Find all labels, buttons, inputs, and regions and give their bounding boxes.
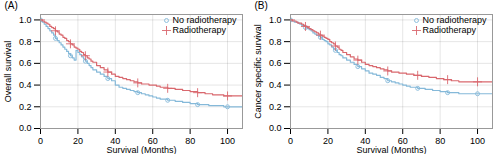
svg-text:0.6: 0.6	[19, 58, 32, 68]
svg-text:1.0: 1.0	[269, 15, 282, 25]
svg-text:0.8: 0.8	[269, 37, 282, 47]
svg-text:Radiotherapy: Radiotherapy	[423, 25, 477, 35]
svg-text:Cancer specific survival: Cancer specific survival	[253, 24, 263, 119]
svg-text:40: 40	[360, 135, 371, 146]
svg-text:1.0: 1.0	[19, 15, 32, 25]
svg-text:Survival (Months): Survival (Months)	[356, 145, 426, 154]
svg-text:100: 100	[470, 136, 485, 146]
svg-text:Overall survival: Overall survival	[3, 41, 13, 103]
svg-text:No radiotherapy: No radiotherapy	[173, 15, 238, 25]
svg-text:0.0: 0.0	[269, 123, 282, 133]
svg-text:0.6: 0.6	[269, 58, 282, 68]
svg-text:(A): (A)	[5, 0, 18, 11]
svg-text:20: 20	[323, 136, 333, 146]
svg-text:0.4: 0.4	[269, 80, 282, 90]
svg-text:60: 60	[397, 135, 408, 146]
svg-text:0.2: 0.2	[19, 102, 32, 112]
svg-text:0.4: 0.4	[19, 80, 32, 90]
svg-text:0: 0	[288, 136, 293, 146]
svg-text:0.2: 0.2	[269, 102, 282, 112]
svg-text:Radiotherapy: Radiotherapy	[173, 25, 227, 35]
svg-text:80: 80	[435, 136, 445, 146]
svg-text:0.0: 0.0	[19, 123, 32, 133]
svg-text:0.8: 0.8	[19, 37, 32, 47]
svg-text:(B): (B)	[255, 0, 268, 11]
svg-text:No radiotherapy: No radiotherapy	[423, 15, 488, 25]
svg-text:60: 60	[147, 135, 158, 146]
svg-text:40: 40	[110, 135, 121, 146]
svg-text:80: 80	[185, 136, 195, 146]
svg-text:20: 20	[73, 136, 83, 146]
svg-text:Survival (Months): Survival (Months)	[106, 145, 176, 154]
svg-text:100: 100	[220, 136, 235, 146]
svg-text:0: 0	[38, 136, 43, 146]
